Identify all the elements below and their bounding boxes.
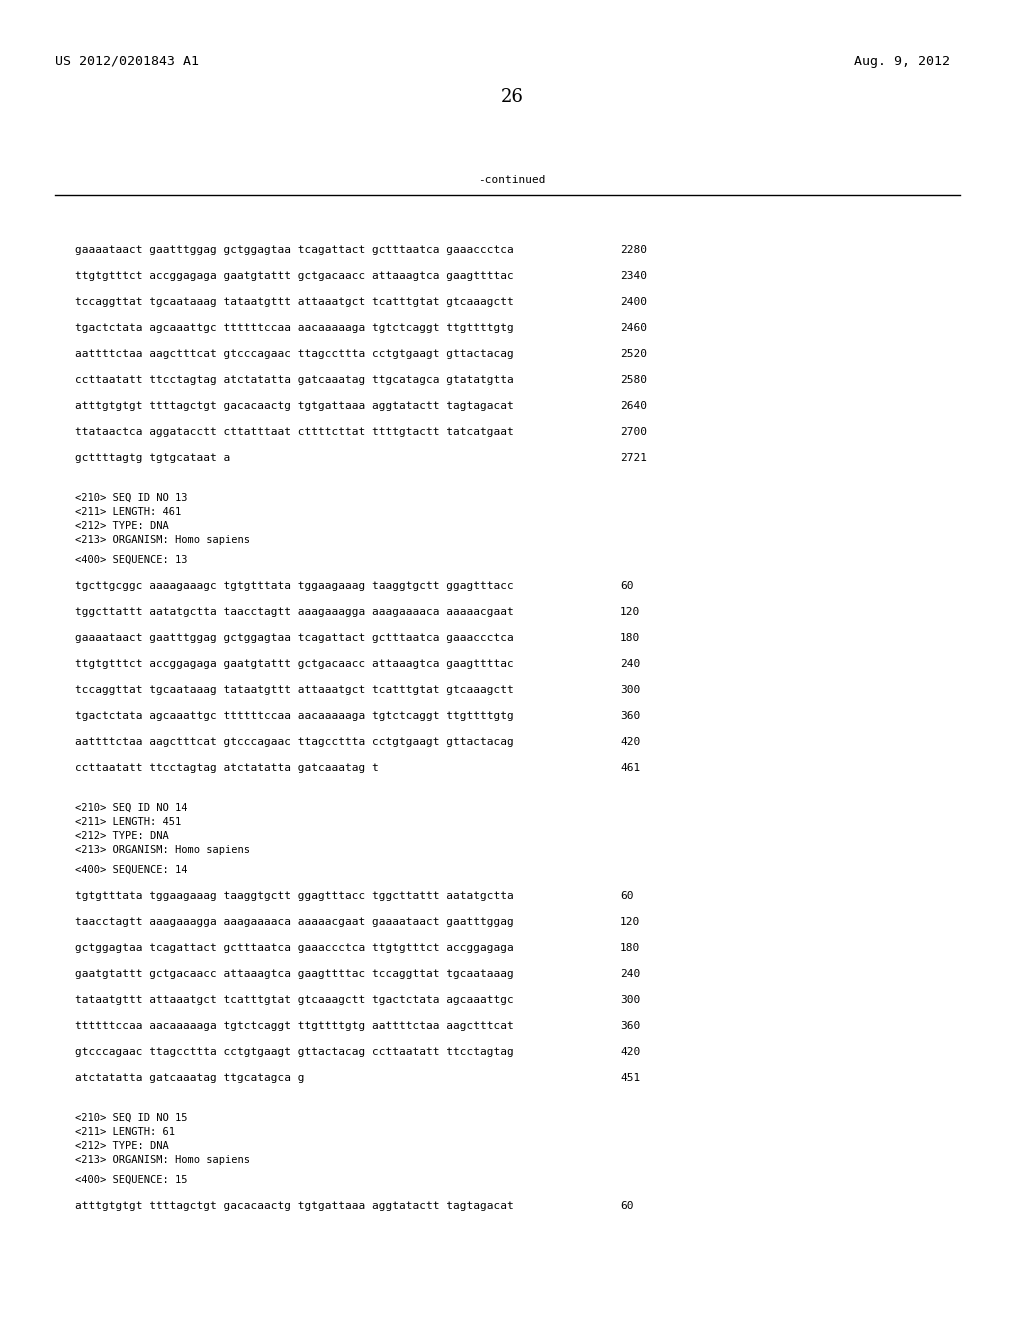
Text: 240: 240 [620, 969, 640, 979]
Text: <212> TYPE: DNA: <212> TYPE: DNA [75, 832, 169, 841]
Text: 60: 60 [620, 581, 634, 591]
Text: tataatgttt attaaatgct tcatttgtat gtcaaagctt tgactctata agcaaattgc: tataatgttt attaaatgct tcatttgtat gtcaaag… [75, 995, 514, 1005]
Text: <212> TYPE: DNA: <212> TYPE: DNA [75, 1140, 169, 1151]
Text: 2580: 2580 [620, 375, 647, 385]
Text: 240: 240 [620, 659, 640, 669]
Text: 420: 420 [620, 1047, 640, 1057]
Text: <213> ORGANISM: Homo sapiens: <213> ORGANISM: Homo sapiens [75, 1155, 250, 1166]
Text: 26: 26 [501, 88, 523, 106]
Text: <210> SEQ ID NO 15: <210> SEQ ID NO 15 [75, 1113, 187, 1123]
Text: <213> ORGANISM: Homo sapiens: <213> ORGANISM: Homo sapiens [75, 845, 250, 855]
Text: <400> SEQUENCE: 13: <400> SEQUENCE: 13 [75, 554, 187, 565]
Text: 451: 451 [620, 1073, 640, 1082]
Text: tccaggttat tgcaataaag tataatgttt attaaatgct tcatttgtat gtcaaagctt: tccaggttat tgcaataaag tataatgttt attaaat… [75, 685, 514, 696]
Text: 60: 60 [620, 1201, 634, 1210]
Text: 2721: 2721 [620, 453, 647, 463]
Text: ttataactca aggatacctt cttatttaat cttttcttat ttttgtactt tatcatgaat: ttataactca aggatacctt cttatttaat cttttct… [75, 426, 514, 437]
Text: gtcccagaac ttagccttta cctgtgaagt gttactacag ccttaatatt ttcctagtag: gtcccagaac ttagccttta cctgtgaagt gttacta… [75, 1047, 514, 1057]
Text: <400> SEQUENCE: 14: <400> SEQUENCE: 14 [75, 865, 187, 875]
Text: 2400: 2400 [620, 297, 647, 308]
Text: 420: 420 [620, 737, 640, 747]
Text: atttgtgtgt ttttagctgt gacacaactg tgtgattaaa aggtatactt tagtagacat: atttgtgtgt ttttagctgt gacacaactg tgtgatt… [75, 401, 514, 411]
Text: tggcttattt aatatgctta taacctagtt aaagaaagga aaagaaaaca aaaaacgaat: tggcttattt aatatgctta taacctagtt aaagaaa… [75, 607, 514, 616]
Text: -continued: -continued [478, 176, 546, 185]
Text: aattttctaa aagctttcat gtcccagaac ttagccttta cctgtgaagt gttactacag: aattttctaa aagctttcat gtcccagaac ttagcct… [75, 348, 514, 359]
Text: <211> LENGTH: 451: <211> LENGTH: 451 [75, 817, 181, 828]
Text: 2520: 2520 [620, 348, 647, 359]
Text: 180: 180 [620, 942, 640, 953]
Text: Aug. 9, 2012: Aug. 9, 2012 [854, 55, 950, 69]
Text: 60: 60 [620, 891, 634, 902]
Text: ccttaatatt ttcctagtag atctatatta gatcaaatag ttgcatagca gtatatgtta: ccttaatatt ttcctagtag atctatatta gatcaaa… [75, 375, 514, 385]
Text: 2460: 2460 [620, 323, 647, 333]
Text: 120: 120 [620, 607, 640, 616]
Text: 2700: 2700 [620, 426, 647, 437]
Text: taacctagtt aaagaaagga aaagaaaaca aaaaacgaat gaaaataact gaatttggag: taacctagtt aaagaaagga aaagaaaaca aaaaacg… [75, 917, 514, 927]
Text: atttgtgtgt ttttagctgt gacacaactg tgtgattaaa aggtatactt tagtagacat: atttgtgtgt ttttagctgt gacacaactg tgtgatt… [75, 1201, 514, 1210]
Text: <400> SEQUENCE: 15: <400> SEQUENCE: 15 [75, 1175, 187, 1185]
Text: 300: 300 [620, 995, 640, 1005]
Text: 180: 180 [620, 634, 640, 643]
Text: ttttttccaa aacaaaaaga tgtctcaggt ttgttttgtg aattttctaa aagctttcat: ttttttccaa aacaaaaaga tgtctcaggt ttgtttt… [75, 1020, 514, 1031]
Text: <211> LENGTH: 61: <211> LENGTH: 61 [75, 1127, 175, 1137]
Text: gaatgtattt gctgacaacc attaaagtca gaagttttac tccaggttat tgcaataaag: gaatgtattt gctgacaacc attaaagtca gaagttt… [75, 969, 514, 979]
Text: 2340: 2340 [620, 271, 647, 281]
Text: US 2012/0201843 A1: US 2012/0201843 A1 [55, 55, 199, 69]
Text: tccaggttat tgcaataaag tataatgttt attaaatgct tcatttgtat gtcaaagctt: tccaggttat tgcaataaag tataatgttt attaaat… [75, 297, 514, 308]
Text: 360: 360 [620, 711, 640, 721]
Text: tgtgtttata tggaagaaag taaggtgctt ggagtttacc tggcttattt aatatgctta: tgtgtttata tggaagaaag taaggtgctt ggagttt… [75, 891, 514, 902]
Text: 300: 300 [620, 685, 640, 696]
Text: 2640: 2640 [620, 401, 647, 411]
Text: gctggagtaa tcagattact gctttaatca gaaaccctca ttgtgtttct accggagaga: gctggagtaa tcagattact gctttaatca gaaaccc… [75, 942, 514, 953]
Text: aattttctaa aagctttcat gtcccagaac ttagccttta cctgtgaagt gttactacag: aattttctaa aagctttcat gtcccagaac ttagcct… [75, 737, 514, 747]
Text: <213> ORGANISM: Homo sapiens: <213> ORGANISM: Homo sapiens [75, 535, 250, 545]
Text: gaaaataact gaatttggag gctggagtaa tcagattact gctttaatca gaaaccctca: gaaaataact gaatttggag gctggagtaa tcagatt… [75, 634, 514, 643]
Text: ttgtgtttct accggagaga gaatgtattt gctgacaacc attaaagtca gaagttttac: ttgtgtttct accggagaga gaatgtattt gctgaca… [75, 659, 514, 669]
Text: <210> SEQ ID NO 13: <210> SEQ ID NO 13 [75, 492, 187, 503]
Text: gcttttagtg tgtgcataat a: gcttttagtg tgtgcataat a [75, 453, 230, 463]
Text: <212> TYPE: DNA: <212> TYPE: DNA [75, 521, 169, 531]
Text: 120: 120 [620, 917, 640, 927]
Text: tgcttgcggc aaaagaaagc tgtgtttata tggaagaaag taaggtgctt ggagtttacc: tgcttgcggc aaaagaaagc tgtgtttata tggaaga… [75, 581, 514, 591]
Text: gaaaataact gaatttggag gctggagtaa tcagattact gctttaatca gaaaccctca: gaaaataact gaatttggag gctggagtaa tcagatt… [75, 246, 514, 255]
Text: <211> LENGTH: 461: <211> LENGTH: 461 [75, 507, 181, 517]
Text: 461: 461 [620, 763, 640, 774]
Text: 2280: 2280 [620, 246, 647, 255]
Text: tgactctata agcaaattgc ttttttccaa aacaaaaaga tgtctcaggt ttgttttgtg: tgactctata agcaaattgc ttttttccaa aacaaaa… [75, 323, 514, 333]
Text: ttgtgtttct accggagaga gaatgtattt gctgacaacc attaaagtca gaagttttac: ttgtgtttct accggagaga gaatgtattt gctgaca… [75, 271, 514, 281]
Text: 360: 360 [620, 1020, 640, 1031]
Text: <210> SEQ ID NO 14: <210> SEQ ID NO 14 [75, 803, 187, 813]
Text: ccttaatatt ttcctagtag atctatatta gatcaaatag t: ccttaatatt ttcctagtag atctatatta gatcaaa… [75, 763, 379, 774]
Text: tgactctata agcaaattgc ttttttccaa aacaaaaaga tgtctcaggt ttgttttgtg: tgactctata agcaaattgc ttttttccaa aacaaaa… [75, 711, 514, 721]
Text: atctatatta gatcaaatag ttgcatagca g: atctatatta gatcaaatag ttgcatagca g [75, 1073, 304, 1082]
